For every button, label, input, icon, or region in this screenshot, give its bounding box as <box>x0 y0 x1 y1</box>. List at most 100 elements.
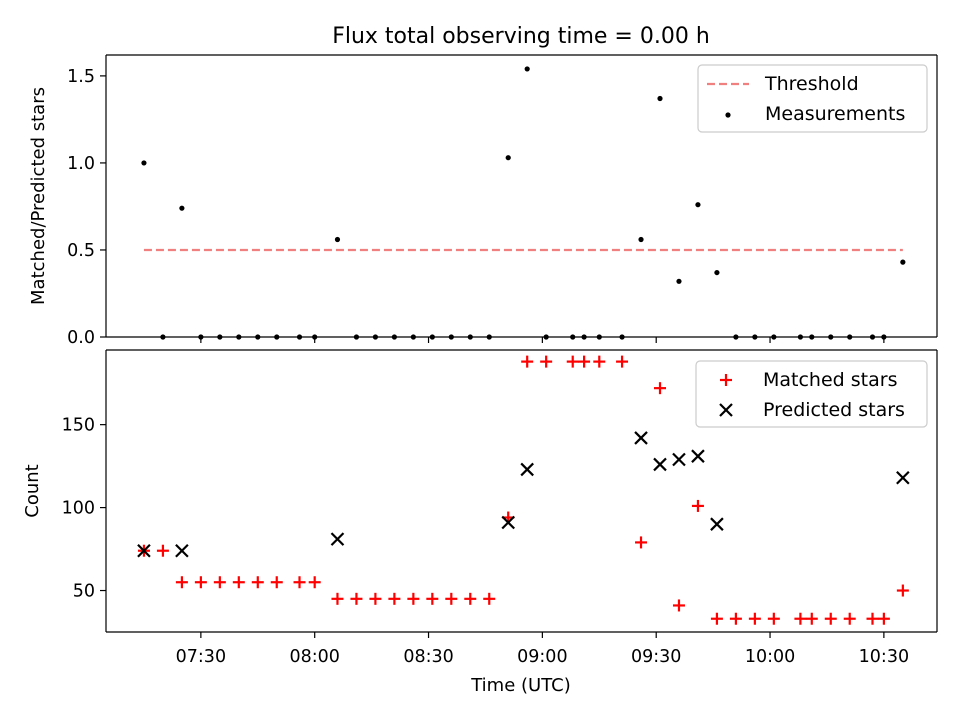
count-xtick-label: 10:30 <box>859 647 909 667</box>
measurement-point <box>657 95 663 102</box>
count-marks <box>137 355 910 625</box>
matched-star-point <box>616 355 629 368</box>
predicted-legend-swatch <box>719 403 733 417</box>
matched-star-point <box>308 576 321 589</box>
measurement-point <box>179 205 185 211</box>
ratio-legend-box <box>697 64 928 133</box>
measurement-point <box>141 160 147 166</box>
count-xtick-label: 10:00 <box>745 647 795 667</box>
matched-star-point <box>232 576 245 589</box>
matched-star-point <box>483 592 496 605</box>
measurement-point <box>847 334 853 340</box>
matched-star-point <box>293 576 306 589</box>
matched-star-point <box>426 592 439 605</box>
matched-star-point <box>156 544 169 557</box>
count-y-ticks: 50 100 150 <box>62 416 106 602</box>
ratio-panel: 0.0 0.5 1.0 1.5 Matched/Predicted stars Thr… <box>28 54 938 348</box>
measurements-legend-label: Measurements <box>765 103 905 125</box>
ratio-y-axis-label: Matched/Predicted stars <box>28 87 49 305</box>
ratio-y-ticks: 0.0 0.5 1.0 1.5 <box>67 67 106 348</box>
matched-star-point <box>388 592 401 605</box>
count-xtick-label: 08:00 <box>289 647 339 667</box>
chart-title: Flux total observing time = 0.00 h <box>332 24 710 49</box>
measurement-point <box>752 334 758 340</box>
matched-star-point <box>710 612 723 625</box>
measurement-point <box>638 236 644 243</box>
predicted-star-point <box>672 452 686 467</box>
ratio-x-ticks <box>200 337 885 343</box>
measurement-point <box>797 334 803 340</box>
matched-star-point <box>350 592 363 605</box>
measurement-point <box>596 334 602 340</box>
measurement-point <box>869 334 876 340</box>
measurement-point <box>828 334 834 340</box>
matched-star-point <box>175 576 188 589</box>
predicted-star-stroke-b <box>691 449 705 463</box>
predicted-star-point <box>691 449 705 463</box>
predicted-star-point <box>137 543 151 558</box>
ratio-ytick-label: 0.0 <box>67 328 95 348</box>
measurement-point <box>714 269 720 276</box>
ratio-ytick-label: 0.5 <box>67 241 95 261</box>
measurement-point <box>391 334 397 340</box>
ratio-ytick-label: 1.5 <box>67 67 95 87</box>
measurement-point <box>900 259 906 265</box>
count-legend: Matched stars Predicted stars <box>695 360 928 428</box>
measurement-point <box>467 334 473 340</box>
predicted-star-point <box>501 515 515 530</box>
measurement-point <box>676 278 682 284</box>
predicted-star-stroke-b <box>501 515 515 530</box>
ratio-marks <box>141 66 906 340</box>
matched-star-point <box>593 355 606 368</box>
matched-star-point <box>635 536 648 549</box>
measurement-point <box>353 334 360 340</box>
matched-star-point <box>877 612 890 625</box>
matched-star-point <box>369 592 382 605</box>
ratio-ytick-label: 1.0 <box>67 154 95 174</box>
measurement-point <box>543 334 549 340</box>
matched-star-point <box>331 592 344 605</box>
measurement-point <box>581 334 587 340</box>
count-ytick-label: 100 <box>62 499 95 519</box>
x-axis-label: Time (UTC) <box>470 675 571 696</box>
matched-star-point <box>213 576 226 589</box>
matched-legend-swatch <box>720 374 732 386</box>
predicted-star-stroke-b <box>896 470 910 485</box>
measurement-point <box>505 155 511 161</box>
matched-star-point <box>866 612 879 625</box>
threshold-legend-label: Threshold <box>764 73 859 95</box>
count-panel: 50 100 150 07:30 08:00 08:30 09:00 09:30 10:00 1… <box>22 349 938 696</box>
matched-star-point <box>896 584 909 597</box>
measurement-point <box>524 66 530 72</box>
matched-star-point <box>767 612 780 625</box>
predicted-star-stroke-b <box>710 517 724 531</box>
measurement-point <box>255 334 261 340</box>
measurement-point <box>448 334 454 340</box>
matched-star-point <box>748 612 761 625</box>
ratio-legend: Threshold Measurements <box>697 64 928 133</box>
measurement-point <box>312 334 318 340</box>
measurement-point <box>809 334 815 340</box>
measurement-point <box>486 334 492 340</box>
predicted-star-point <box>634 431 648 445</box>
predicted-star-stroke-b <box>175 543 189 558</box>
measurement-point <box>429 334 435 340</box>
measurement-point <box>274 334 280 340</box>
count-xtick-label: 08:30 <box>403 647 453 667</box>
measurement-point <box>695 202 701 208</box>
measurement-point <box>236 334 242 340</box>
matched-star-point <box>540 355 553 368</box>
measurement-point <box>570 334 576 340</box>
count-x-ticks: 07:30 08:00 08:30 09:00 09:30 10:00 10:30 <box>176 632 909 667</box>
matched-star-point <box>566 355 579 368</box>
count-xtick-label: 09:30 <box>631 647 681 667</box>
predicted-star-point <box>653 457 667 472</box>
count-ytick-label: 150 <box>62 416 95 436</box>
measurement-point <box>733 334 739 340</box>
predicted-star-point <box>330 532 345 546</box>
matched-star-point <box>672 599 685 612</box>
measurement-point <box>217 334 223 340</box>
count-y-axis-label: Count <box>22 464 43 517</box>
measurement-point <box>296 334 303 340</box>
measurement-point <box>881 334 887 340</box>
